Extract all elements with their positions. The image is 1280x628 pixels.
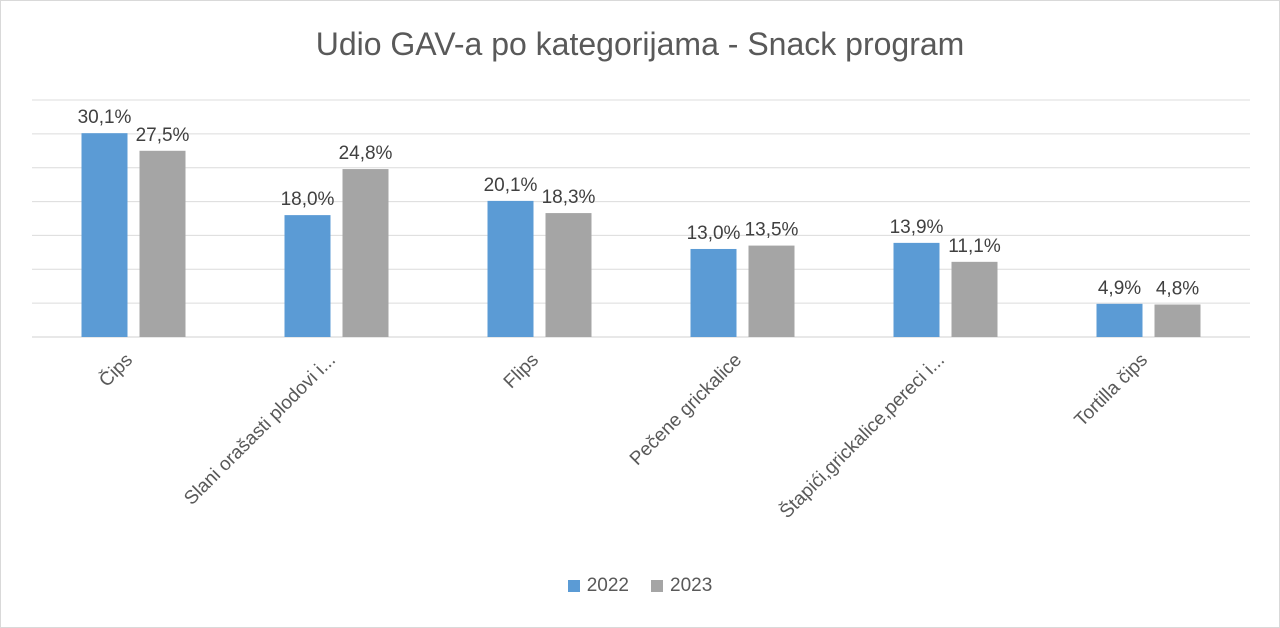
legend-label-2023: 2023 [670, 575, 713, 596]
data-label-2022-4: 13,0% [687, 223, 741, 244]
data-label-2023-5: 11,1% [948, 236, 1001, 257]
bar-2023-2 [342, 169, 389, 337]
category-label-2: Slani orašasti plodovi i... [180, 350, 340, 510]
bar-2022-6 [1096, 303, 1143, 337]
legend-swatch-2022 [567, 580, 580, 592]
data-label-2022-6: 4,9% [1098, 278, 1141, 299]
legend-item-2023: 2023 [651, 575, 712, 597]
bar-2023-3 [545, 213, 592, 337]
bars [81, 133, 1201, 337]
data-label-2023-1: 27,5% [136, 125, 190, 146]
data-label-2023-6: 4,8% [1156, 278, 1199, 299]
data-label-2023-3: 18,3% [542, 187, 596, 208]
data-label-2023-2: 24,8% [339, 143, 393, 164]
category-label-1: Čips [95, 349, 137, 391]
legend-label-2022: 2022 [586, 575, 629, 596]
category-label-4: Pečene grickalice [626, 350, 746, 470]
category-tick-labels: Čips Slani orašasti plodovi i... Flips Peče… [95, 349, 1152, 523]
category-label-6: Tortilla čips [1071, 350, 1152, 431]
data-label-2022-2: 18,0% [281, 189, 335, 210]
bar-2022-1 [81, 133, 128, 337]
data-label-2022-3: 20,1% [484, 175, 538, 196]
gridlines [32, 99, 1250, 338]
bar-2023-5 [951, 261, 998, 337]
bar-2022-2 [284, 215, 331, 337]
bar-2022-5 [893, 242, 940, 337]
bar-2022-4 [690, 248, 737, 337]
data-label-2023-4: 13,5% [745, 220, 799, 241]
data-label-2022-5: 13,9% [890, 217, 944, 238]
bar-2023-6 [1154, 304, 1201, 337]
bar-2023-1 [139, 150, 186, 337]
data-label-2022-1: 30,1% [78, 107, 132, 128]
category-label-3: Flips [500, 350, 543, 393]
bar-2022-3 [487, 200, 534, 337]
bar-2023-4 [748, 245, 795, 337]
legend-swatch-2023 [651, 580, 663, 592]
legend: 2022 2023 [0, 575, 1280, 597]
chart-title: Udio GAV-a po kategorijama - Snack progr… [315, 26, 965, 62]
data-labels: 30,1%27,5% 18,0% 24,8% 20,1%18,3% 13,0% 13,5%… [78, 107, 1200, 299]
category-label-5: Štapići,grickalice,pereci i... [775, 349, 949, 523]
legend-item-2022: 2022 [567, 575, 629, 597]
